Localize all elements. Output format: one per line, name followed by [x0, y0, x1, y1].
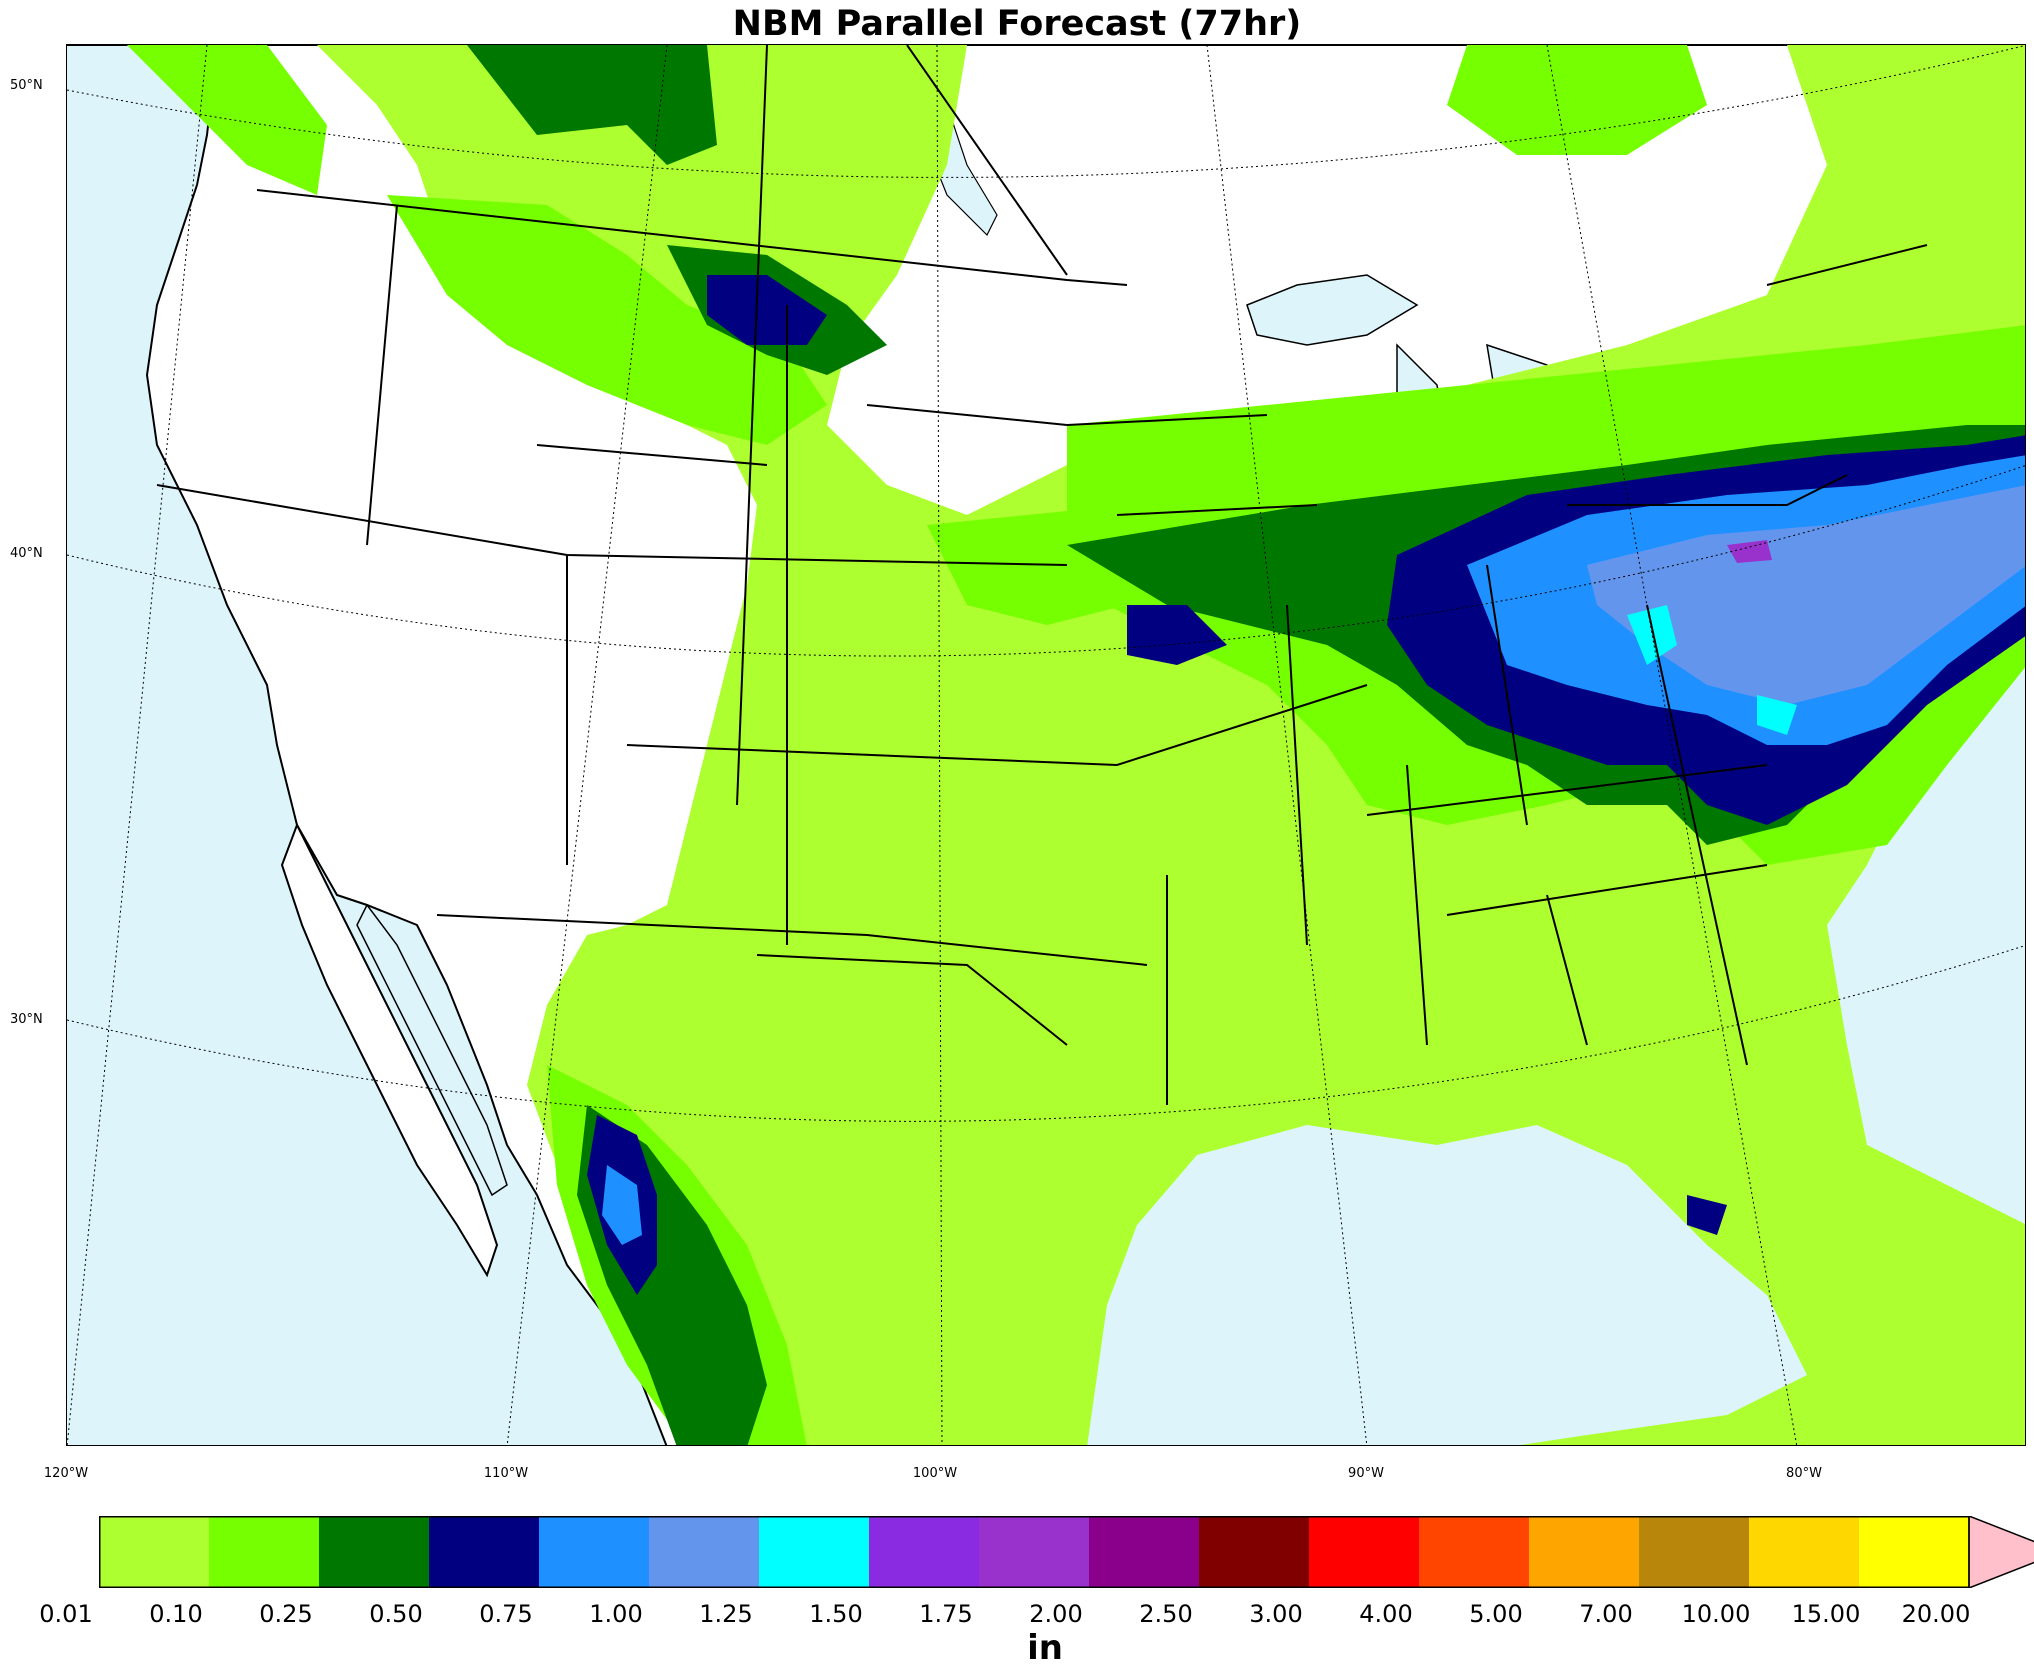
- precip-layer-150: [1727, 540, 1772, 563]
- colorbar-segment: [1309, 1516, 1419, 1588]
- colorbar-tick-label: 15.00: [1791, 1600, 1861, 1628]
- lon-label-100: 100°W: [912, 1466, 958, 1481]
- precipitation-map: [66, 44, 2026, 1446]
- colorbar-tick-label: 20.00: [1901, 1600, 1971, 1628]
- lon-label-90: 90°W: [1348, 1466, 1384, 1481]
- colorbar-segment: [1859, 1516, 1969, 1588]
- lat-label-30: 30°N: [10, 1012, 43, 1027]
- colorbar-segment: [539, 1516, 649, 1588]
- colorbar-segment: [429, 1516, 539, 1588]
- gulf-of-california: [356, 903, 508, 1197]
- colorbar-tick-label: 10.00: [1681, 1600, 1751, 1628]
- colorbar-segment: [979, 1516, 1089, 1588]
- colorbar-tick-label: 1.00: [589, 1600, 643, 1628]
- lon-label-80: 80°W: [1786, 1466, 1822, 1481]
- colorbar-segment: [869, 1516, 979, 1588]
- colorbar-segment: [759, 1516, 869, 1588]
- colorbar-tick-label: 0.10: [149, 1600, 203, 1628]
- precip-layer-100: [1587, 485, 2025, 705]
- colorbar-tick-label: 0.75: [479, 1600, 533, 1628]
- colorbar-tick-label: 1.25: [699, 1600, 753, 1628]
- colorbar-tick-label: 2.50: [1139, 1600, 1193, 1628]
- colorbar-segment: [1639, 1516, 1749, 1588]
- graticule: [67, 45, 2025, 1445]
- colorbar-segment: [1419, 1516, 1529, 1588]
- colorbar-tick-label: 7.00: [1579, 1600, 1633, 1628]
- colorbar-tick-label: 4.00: [1359, 1600, 1413, 1628]
- colorbar-extend-arrow: [1968, 1516, 2034, 1588]
- colorbar-tick-label: 0.50: [369, 1600, 423, 1628]
- colorbar-tick-label: 5.00: [1469, 1600, 1523, 1628]
- colorbar-segment: [319, 1516, 429, 1588]
- colorbar-outline: [99, 1516, 1970, 1588]
- colorbar-tick-label: 3.00: [1249, 1600, 1303, 1628]
- lon-label-120: 120°W: [43, 1466, 89, 1481]
- lat-label-50: 50°N: [10, 78, 43, 93]
- colorbar-segment: [1199, 1516, 1309, 1588]
- colorbar-segment: [209, 1516, 319, 1588]
- colorbar-segment: [1749, 1516, 1859, 1588]
- colorbar-segment: [649, 1516, 759, 1588]
- colorbar-segment: [1529, 1516, 1639, 1588]
- colorbar-segment: [99, 1516, 209, 1588]
- lat-label-40: 40°N: [10, 546, 43, 561]
- colorbar-segment: [1089, 1516, 1199, 1588]
- colorbar-tick-label: 1.75: [919, 1600, 973, 1628]
- map-title: NBM Parallel Forecast (77hr): [732, 4, 1302, 44]
- state-borders: [156, 45, 1928, 1105]
- colorbar-tick-label: 1.50: [809, 1600, 863, 1628]
- colorbar-tick-label: 2.00: [1029, 1600, 1083, 1628]
- colorbar-tick-label: 0.25: [259, 1600, 313, 1628]
- colorbar: [99, 1516, 2034, 1588]
- colorbar-units: in: [1027, 1628, 1063, 1668]
- lon-label-110: 110°W: [483, 1466, 529, 1481]
- precip-layer-010: [127, 45, 2025, 1445]
- map-canvas: [67, 45, 2025, 1445]
- colorbar-tick-label: 0.01: [39, 1600, 93, 1628]
- precip-layer-125: [1627, 605, 1797, 735]
- baja-peninsula: [280, 822, 499, 1278]
